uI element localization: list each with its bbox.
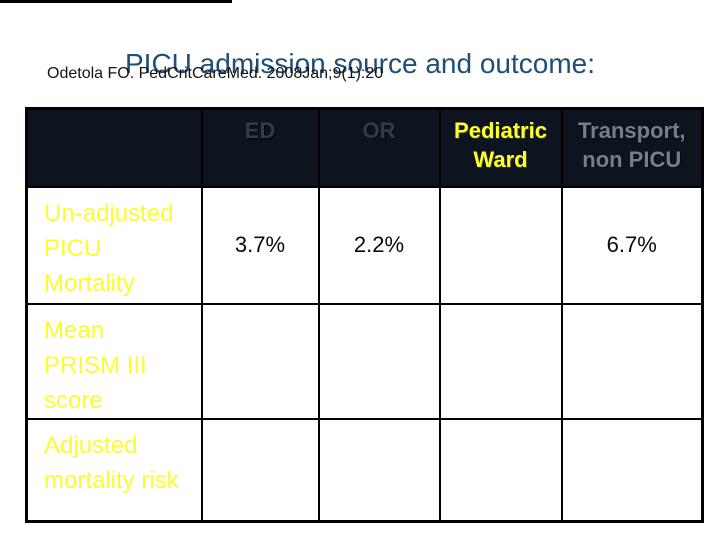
- cell-prism-ward: [438, 302, 563, 420]
- outcome-table: ED OR Pediatric Ward Transport, non PICU…: [25, 107, 704, 523]
- top-edge-line: [0, 0, 232, 3]
- row-label-unadjusted-mortality: Un-adjusted PICU Mortality: [25, 185, 203, 305]
- header-cell-pediatric-ward: Pediatric Ward: [438, 107, 563, 188]
- header-cell-or: OR: [317, 107, 441, 188]
- cell-unadjusted-ward: [438, 185, 563, 305]
- cell-unadjusted-ed: 3.7%: [200, 185, 320, 305]
- table-row-adjusted-risk: Adjusted mortality risk: [25, 417, 704, 523]
- table-header-row: ED OR Pediatric Ward Transport, non PICU: [25, 107, 704, 188]
- header-cell-transport: Transport, non PICU: [560, 107, 704, 188]
- row-label-mean-prism: Mean PRISM III score: [25, 302, 203, 420]
- row-label-adjusted-risk: Adjusted mortality risk: [25, 417, 203, 523]
- cell-prism-ed: [200, 302, 320, 420]
- header-cell-ed: ED: [200, 107, 320, 188]
- slide-title: PICU admission source and outcome:: [125, 48, 595, 79]
- cell-adjusted-ed: [200, 417, 320, 523]
- cell-adjusted-or: [317, 417, 441, 523]
- header-cell-blank: [25, 107, 203, 188]
- cell-prism-or: [317, 302, 441, 420]
- citation-text: Odetola FO. PedCritCareMed. 2008Jan;9(1)…: [47, 65, 384, 82]
- table-row-unadjusted-mortality: Un-adjusted PICU Mortality 3.7% 2.2% 6.7…: [25, 185, 704, 305]
- cell-unadjusted-or: 2.2%: [317, 185, 441, 305]
- table-row-mean-prism: Mean PRISM III score: [25, 302, 704, 420]
- cell-unadjusted-transport: 6.7%: [560, 185, 704, 305]
- cell-adjusted-ward: [438, 417, 563, 523]
- cell-prism-transport: [560, 302, 704, 420]
- cell-adjusted-transport: [560, 417, 704, 523]
